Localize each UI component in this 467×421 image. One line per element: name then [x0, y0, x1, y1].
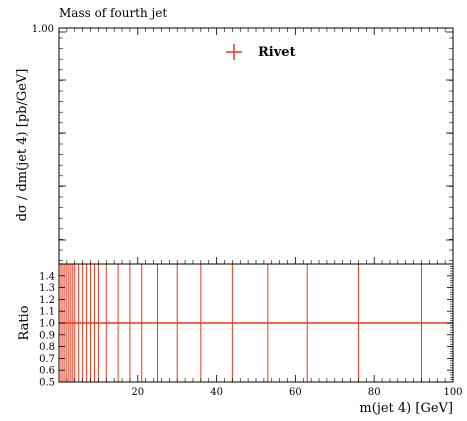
- main-panel-frame: [58, 27, 454, 265]
- ratio-panel: 0.50.60.70.80.91.01.11.21.31.4 20 40 60 80 10…: [17, 263, 463, 416]
- main-y-axis-label: dσ / dm(jet 4) [pb/GeV]: [15, 69, 30, 222]
- ratio-y-axis-label: Ratio: [17, 305, 32, 340]
- ratio-xtick-label: 80: [368, 387, 381, 398]
- ratio-ytick-label: 1.2: [39, 295, 55, 306]
- ratio-xtick-label: 40: [210, 387, 223, 398]
- x-axis-label: m(jet 4) [GeV]: [359, 401, 453, 416]
- ratio-ytick-label: 1.1: [39, 307, 55, 318]
- ratio-xtick-label: 60: [289, 387, 302, 398]
- ratio-xtick-label: 100: [443, 387, 462, 398]
- ratio-ytick-label: 1.3: [39, 283, 55, 294]
- chart-title: Mass of fourth jet: [59, 6, 167, 20]
- ratio-ytick-label: 0.9: [39, 330, 55, 341]
- main-panel-ticks: [59, 28, 454, 264]
- ratio-ytick-label: 0.6: [39, 366, 55, 377]
- ratio-ytick-label: 0.8: [39, 342, 55, 353]
- ratio-xtick-label: 20: [131, 387, 144, 398]
- ratio-ytick-label: 0.5: [39, 378, 55, 389]
- ratio-ytick-label: 0.7: [39, 354, 55, 365]
- main-panel: 1.00 dσ / dm(jet 4) [pb/GeV] Rivet: [15, 24, 454, 265]
- main-ytick-label: 1.00: [32, 24, 54, 35]
- ratio-ytick-label: 1.0: [39, 319, 55, 330]
- ratio-panel-ticks: 0.50.60.70.80.91.01.11.21.31.4 20 40 60 80 10…: [39, 266, 463, 398]
- legend: Rivet: [226, 44, 296, 60]
- ratio-ytick-label: 1.4: [39, 271, 55, 282]
- legend-label-rivet: Rivet: [258, 45, 296, 60]
